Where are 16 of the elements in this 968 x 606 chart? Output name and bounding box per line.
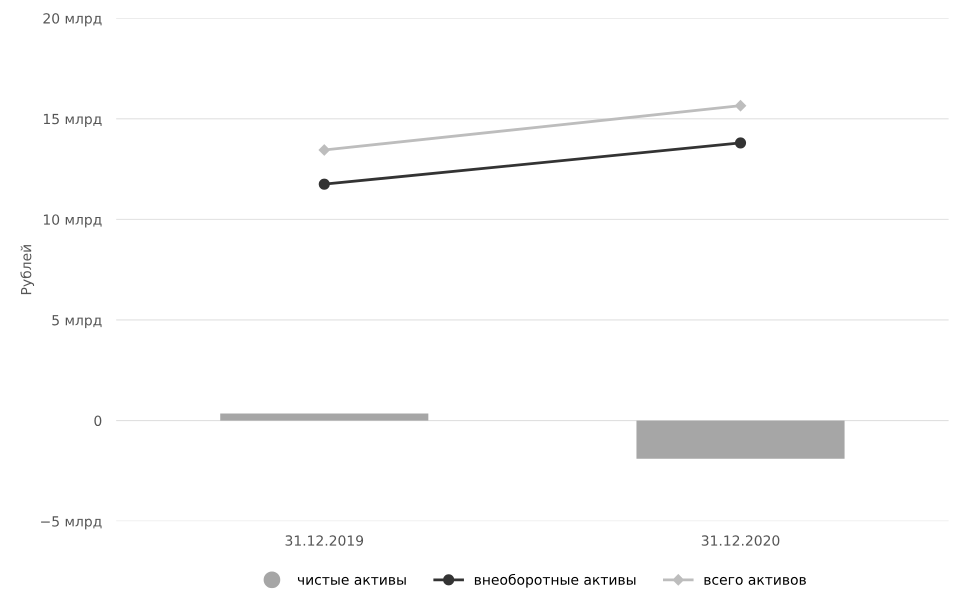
point	[734, 137, 746, 148]
y-tick-label: 15 млрд	[44, 114, 102, 127]
y-tick-label: 5 млрд	[52, 315, 102, 328]
x-tick-label: 31.12.2020	[702, 535, 780, 546]
legend-label: чистые активы	[298, 576, 406, 585]
point	[734, 100, 746, 112]
x-tick-label: 31.12.2019	[286, 535, 364, 546]
y-tick-label: 20 млрд	[43, 13, 102, 26]
y-tick-label: 10 млрд	[44, 214, 102, 228]
point	[318, 144, 330, 156]
y-axis-title: Рублей	[20, 245, 34, 294]
point	[318, 178, 330, 190]
y-tick-label: 0	[94, 416, 102, 426]
y-tick-label: −5 млрд	[41, 516, 102, 530]
legend-label: всего активов	[704, 576, 806, 585]
legend-label: внеоборотные активы	[474, 574, 636, 588]
